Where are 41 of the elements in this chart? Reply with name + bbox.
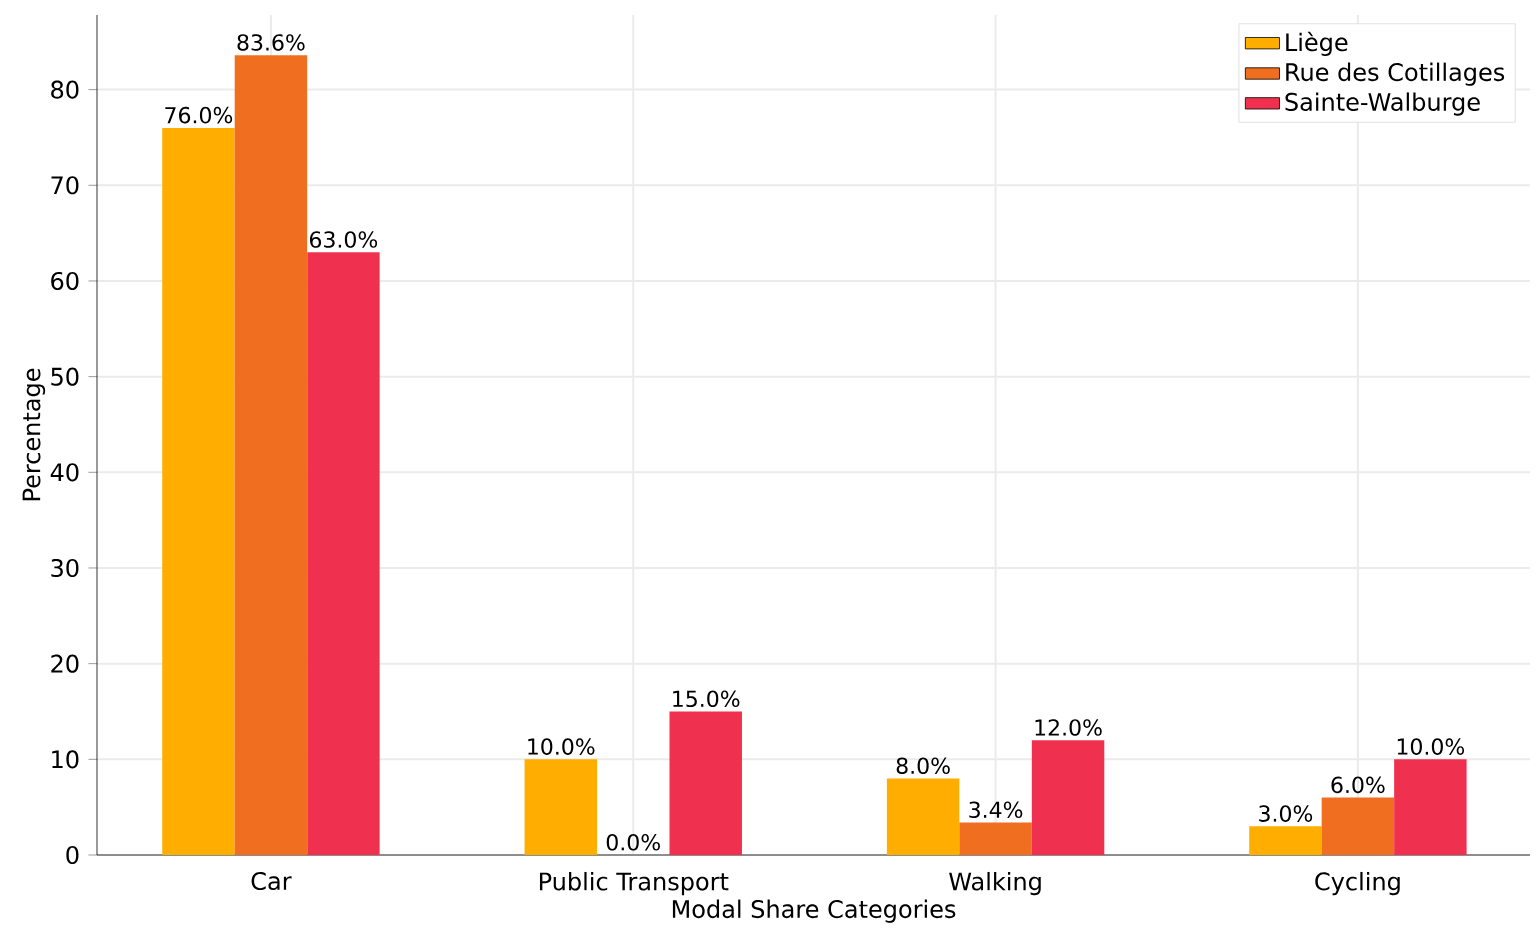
data-label: 3.4% xyxy=(969,801,1023,819)
data-label: 63.0% xyxy=(309,231,378,248)
bar xyxy=(307,252,380,855)
legend-label: Sainte-Walburge xyxy=(1285,92,1480,116)
bar xyxy=(669,711,742,855)
data-label: 83.6% xyxy=(237,34,305,51)
data-label: 10.0% xyxy=(528,738,595,755)
bar xyxy=(1321,797,1395,855)
data-label: 10.0% xyxy=(1397,738,1465,755)
x-axis-title: Modal Share Categories xyxy=(672,899,956,923)
x-tick-label: Walking xyxy=(949,871,1041,896)
y-tick-label: 20 xyxy=(51,654,79,673)
data-label: 76.0% xyxy=(165,106,233,124)
y-tick-label: 0 xyxy=(66,845,79,865)
y-axis-title: Percentage xyxy=(22,368,46,501)
y-tick-label: 60 xyxy=(51,271,79,291)
data-label: 6.0% xyxy=(1331,776,1385,794)
bar xyxy=(959,822,1032,855)
legend-label: Liège xyxy=(1286,31,1348,56)
data-label: 15.0% xyxy=(673,690,740,708)
y-tick-label: 40 xyxy=(50,463,79,482)
data-label: 12.0% xyxy=(1035,719,1102,736)
data-label: 0.0% xyxy=(606,833,660,851)
legend-label: Rue des Cotillages xyxy=(1286,62,1505,86)
y-tick-label: 80 xyxy=(51,80,79,99)
bar xyxy=(1249,826,1322,855)
x-tick-label: Public Transport xyxy=(539,871,729,896)
data-label: 8.0% xyxy=(896,757,950,775)
bar xyxy=(162,127,235,855)
y-tick-label: 70 xyxy=(51,176,79,195)
bar xyxy=(1394,759,1467,855)
y-tick-label: 10 xyxy=(52,750,79,769)
bar xyxy=(886,778,960,855)
bar xyxy=(1031,740,1105,855)
y-tick-label: 50 xyxy=(51,367,79,386)
bar xyxy=(234,55,308,855)
bar xyxy=(524,759,598,855)
x-tick-label: Cycling xyxy=(1315,871,1400,896)
y-tick-label: 30 xyxy=(51,558,79,578)
x-tick-label: Car xyxy=(251,871,292,891)
data-label: 3.0% xyxy=(1259,805,1313,822)
